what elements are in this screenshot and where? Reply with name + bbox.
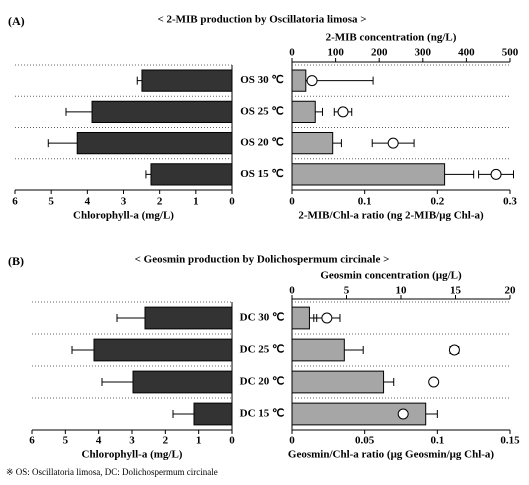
bar <box>93 338 233 362</box>
x-tick-label: 1 <box>196 435 202 447</box>
top-tick-label: 100 <box>327 47 344 59</box>
top-tick-label: 400 <box>458 47 475 59</box>
x-axis-title: Geosmin/Chl-a ratio (μg Geosmin/μg Chl-a… <box>288 449 495 461</box>
x-tick-label: 6 <box>29 435 35 447</box>
top-tick-label: 15 <box>450 285 462 297</box>
point <box>448 344 460 356</box>
category-label: OS 30 ℃ <box>240 74 284 86</box>
top-tick-label: 500 <box>502 47 519 59</box>
chart-title: < 2-MIB production by Oscillatoria limos… <box>157 14 366 26</box>
top-tick-label: 200 <box>371 47 388 59</box>
category-label: OS 20 ℃ <box>240 137 284 149</box>
x-tick-label: 1 <box>193 196 199 208</box>
category-label: OS 25 ℃ <box>240 105 284 117</box>
x-axis-title: Chlorophyll-a (mg/L) <box>82 449 183 461</box>
category-label: OS 15 ℃ <box>240 168 284 180</box>
bar <box>291 370 385 394</box>
x-tick-label: 0 <box>229 196 235 208</box>
category-label: DC 30 ℃ <box>240 312 285 324</box>
bar <box>193 402 233 426</box>
x-tick-label: 2 <box>157 196 163 208</box>
bar <box>291 69 307 92</box>
footnote: ※ OS: Oscillatoria limosa, DC: Dolichosp… <box>6 467 218 477</box>
category-label: DC 25 ℃ <box>240 344 285 356</box>
point <box>490 168 502 180</box>
plot-area <box>313 314 460 418</box>
category-label: DC 20 ℃ <box>240 376 285 388</box>
x-axis-title: 2-MIB/Chl-a ratio (ng 2-MIB/μg Chl-a) <box>298 210 484 222</box>
x-tick-label: 5 <box>63 435 69 447</box>
point <box>397 408 409 420</box>
x-tick-label: 4 <box>85 196 91 208</box>
top-tick-label: 20 <box>505 285 517 297</box>
bar <box>291 306 310 330</box>
top-tick-label: 300 <box>415 47 432 59</box>
x-tick-label: 0.1 <box>358 196 372 208</box>
bar <box>291 132 334 155</box>
point <box>321 312 333 324</box>
bar <box>76 132 233 155</box>
x-tick-label: 4 <box>96 435 102 447</box>
x-tick-label: 0.15 <box>500 435 520 447</box>
top-tick-label: 10 <box>396 285 408 297</box>
point <box>337 106 349 118</box>
point <box>428 376 440 388</box>
top-tick-label: 5 <box>344 285 350 297</box>
x-tick-label: 0.3 <box>503 196 517 208</box>
x-tick-label: 6 <box>12 196 18 208</box>
bar <box>141 69 233 92</box>
bar <box>291 402 427 426</box>
x-tick-label: 0 <box>229 435 235 447</box>
x-axis-title: Chlorophyll-a (mg/L) <box>73 210 174 222</box>
panel-label: (B) <box>8 254 24 268</box>
point <box>306 75 318 87</box>
x-tick-label: 0.05 <box>355 435 375 447</box>
x-tick-label: 3 <box>129 435 135 447</box>
bar <box>144 306 233 330</box>
bar <box>291 100 316 123</box>
x-tick-label: 5 <box>48 196 54 208</box>
x-tick-label: 0 <box>289 435 295 447</box>
top-axis-title: Geosmin concentration (μg/L) <box>320 270 462 282</box>
panel-label: (A) <box>8 14 25 28</box>
bar <box>291 163 446 186</box>
chart-title: < Geosmin production by Dolichospermum c… <box>135 254 390 266</box>
bar <box>150 163 233 186</box>
bar <box>132 370 233 394</box>
x-tick-label: 3 <box>121 196 127 208</box>
top-tick-label: 0 <box>289 285 295 297</box>
bar <box>291 338 345 362</box>
x-tick-label: 2 <box>163 435 169 447</box>
top-axis-title: 2-MIB concentration (ng/L) <box>326 32 457 44</box>
top-tick-label: 0 <box>289 47 295 59</box>
x-tick-label: 0 <box>289 196 295 208</box>
x-tick-label: 0.1 <box>430 435 444 447</box>
category-label: DC 15 ℃ <box>240 408 285 420</box>
bar <box>91 100 233 123</box>
point <box>387 137 399 149</box>
x-tick-label: 0.2 <box>430 196 444 208</box>
